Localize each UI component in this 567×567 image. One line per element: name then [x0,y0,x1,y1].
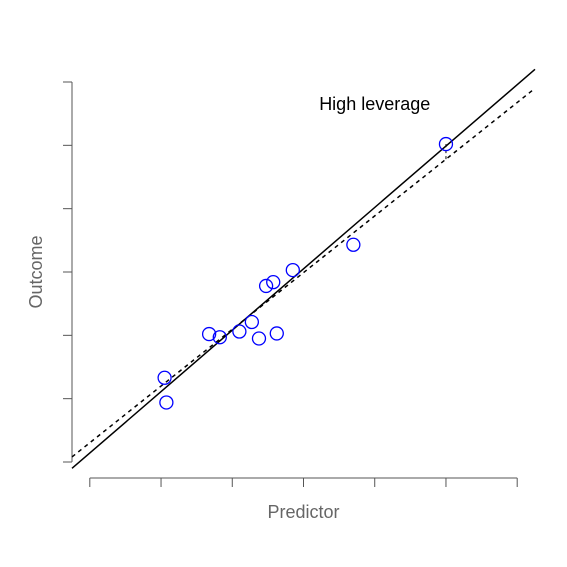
data-point-3 [212,330,227,345]
fit-line-dashed [71,87,536,458]
data-point-5 [244,314,260,330]
data-point-0 [157,370,172,385]
data-point-1 [159,395,174,410]
data-point-6 [251,331,267,346]
data-point-7 [258,278,274,294]
data-point-10 [285,262,300,278]
high-leverage-annotation: High leverage [319,94,430,114]
data-point-2 [201,326,217,342]
x-axis-label: Predictor [267,502,339,522]
data-point-12 [438,136,454,152]
data-points [157,136,454,410]
regression-lines [71,68,536,469]
data-point-11 [346,237,361,252]
data-point-9 [269,326,284,341]
x-axis-ticks [89,478,518,487]
data-point-4 [232,324,247,339]
y-axis-ticks [63,81,72,463]
fit-line-solid [71,68,536,469]
y-axis-label: Outcome [26,235,46,308]
data-point-8 [266,274,281,290]
